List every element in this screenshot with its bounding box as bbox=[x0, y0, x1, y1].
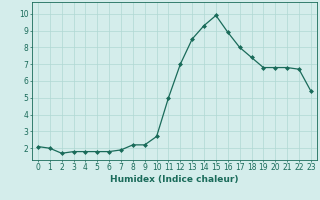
X-axis label: Humidex (Indice chaleur): Humidex (Indice chaleur) bbox=[110, 175, 239, 184]
